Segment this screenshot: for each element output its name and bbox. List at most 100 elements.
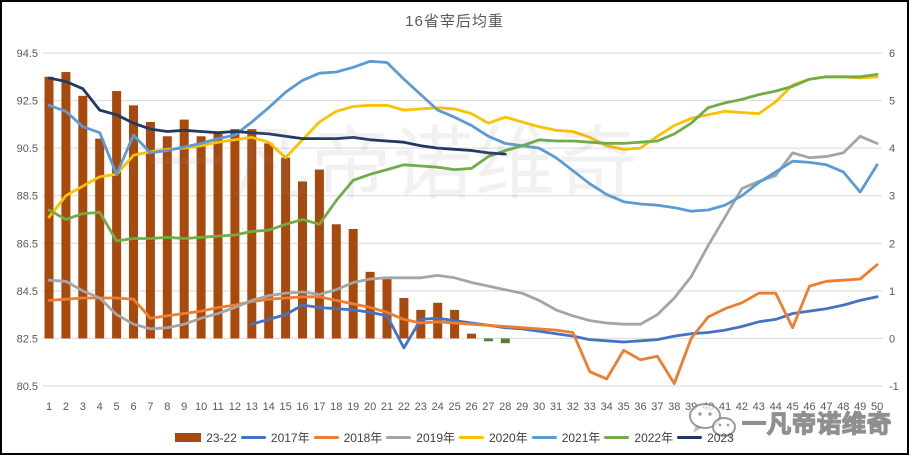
x-axis-tick-21: 21	[381, 401, 393, 413]
x-axis-tick-3: 3	[80, 401, 86, 413]
left-axis-tick-88.5: 88.5	[17, 191, 38, 203]
bar-week-20	[365, 271, 375, 339]
legend-item-2020年: 2020年	[459, 429, 528, 446]
line-2022年	[47, 73, 879, 243]
left-axis-tick-92.5: 92.5	[17, 96, 38, 108]
bar-week-4	[95, 138, 105, 339]
x-axis-tick-38: 38	[668, 401, 680, 413]
x-axis-tick-29: 29	[516, 401, 528, 413]
x-axis-tick-18: 18	[330, 401, 342, 413]
bar-week-6	[129, 105, 138, 339]
legend-line-swatch	[604, 436, 630, 439]
bar-week-2	[61, 72, 71, 339]
x-axis-tick-9: 9	[181, 401, 187, 413]
line-2018年	[47, 263, 879, 386]
legend-item-2018年: 2018年	[313, 429, 383, 446]
right-axis-tick-4: 4	[889, 143, 895, 155]
x-axis-tick-31: 31	[550, 401, 562, 413]
left-axis-tick-80.5: 80.5	[17, 381, 38, 393]
legend-line-swatch	[313, 436, 339, 439]
legend-line-swatch	[386, 436, 412, 439]
x-axis-tick-13: 13	[246, 401, 258, 413]
legend-item-2019年: 2019年	[386, 429, 455, 446]
line-2019年	[47, 134, 879, 331]
line-2021年	[47, 59, 879, 213]
legend-item-2021年: 2021年	[531, 429, 601, 446]
legend-item-23-22: 23-22	[175, 431, 237, 445]
legend-label: 2017年	[270, 431, 310, 445]
legend-bar-swatch	[175, 433, 202, 442]
bar-week-18	[331, 224, 341, 339]
x-axis-tick-43: 43	[753, 401, 765, 413]
legend-label: 2021年	[561, 431, 601, 445]
left-axis-tick-84.5: 84.5	[17, 286, 38, 298]
legend-line-swatch	[677, 436, 703, 439]
bar-week-15	[281, 157, 291, 339]
left-axis-tick-94.5: 94.5	[17, 48, 38, 60]
chart-title: 16省宰后均重	[405, 13, 504, 30]
bar-week-16	[298, 181, 307, 339]
bar-week-7	[145, 121, 155, 339]
x-axis-tick-7: 7	[147, 401, 153, 413]
right-axis-tick-6: 6	[889, 48, 895, 60]
x-axis-tick-27: 27	[482, 401, 494, 413]
x-axis-tick-14: 14	[263, 401, 275, 413]
x-axis-tick-30: 30	[533, 401, 545, 413]
bar-week-3	[78, 95, 88, 339]
x-axis-tick-46: 46	[803, 401, 815, 413]
x-axis-tick-49: 49	[854, 401, 866, 413]
x-axis-tick-12: 12	[229, 401, 241, 413]
x-axis-tick-11: 11	[212, 401, 223, 413]
legend-label: 23-22	[206, 430, 237, 445]
x-axis-tick-16: 16	[296, 401, 308, 413]
bar-week-26	[467, 333, 476, 339]
x-axis-tick-17: 17	[313, 401, 325, 413]
x-axis-tick-19: 19	[347, 401, 359, 413]
legend-line-swatch	[459, 436, 484, 439]
legend-line-swatch	[531, 436, 557, 439]
line-2023	[47, 76, 507, 156]
chart-legend: 23-22 2017年 2018年 2019年 2020年 2021年 2022年 2023	[2, 429, 907, 446]
x-axis-tick-28: 28	[499, 401, 511, 413]
x-axis-tick-44: 44	[770, 401, 782, 413]
bar-week-27	[483, 338, 493, 342]
legend-line-swatch	[240, 436, 266, 439]
x-axis-tick-48: 48	[837, 401, 849, 413]
left-axis-tick-86.5: 86.5	[17, 238, 38, 250]
right-axis-tick--1: -1	[889, 381, 899, 393]
right-axis-tick-0: 0	[889, 333, 895, 345]
x-axis-tick-32: 32	[567, 401, 579, 413]
x-axis-tick-26: 26	[465, 401, 477, 413]
legend-label: 2018年	[343, 431, 383, 445]
x-axis-tick-40: 40	[702, 401, 714, 413]
left-axis-tick-90.5: 90.5	[17, 143, 38, 155]
right-axis-tick-2: 2	[889, 238, 895, 250]
x-axis-tick-37: 37	[651, 401, 663, 413]
x-axis-tick-41: 41	[719, 401, 731, 413]
x-axis-tick-42: 42	[736, 401, 748, 413]
legend-item-2017年: 2017年	[240, 429, 310, 446]
x-axis-tick-47: 47	[820, 401, 832, 413]
x-axis-tick-50: 50	[871, 401, 883, 413]
x-axis-tick-2: 2	[63, 401, 69, 413]
x-axis-tick-24: 24	[432, 401, 444, 413]
x-axis-tick-15: 15	[279, 401, 291, 413]
x-axis-tick-25: 25	[448, 401, 460, 413]
bar-week-1	[44, 76, 54, 339]
x-axis-tick-34: 34	[601, 401, 613, 413]
right-axis-tick-1: 1	[889, 286, 895, 298]
x-axis-tick-45: 45	[786, 401, 798, 413]
bar-week-21	[382, 276, 392, 339]
left-axis-tick-82.5: 82.5	[17, 333, 38, 345]
legend-item-2023: 2023	[677, 431, 734, 445]
bar-week-13	[247, 129, 257, 339]
x-axis-tick-8: 8	[164, 401, 170, 413]
line-2017年	[250, 295, 879, 350]
right-axis-tick-5: 5	[889, 96, 895, 108]
x-axis-tick-23: 23	[415, 401, 427, 413]
bar-week-17	[314, 169, 324, 339]
x-axis-tick-35: 35	[617, 401, 629, 413]
x-axis-tick-36: 36	[634, 401, 646, 413]
